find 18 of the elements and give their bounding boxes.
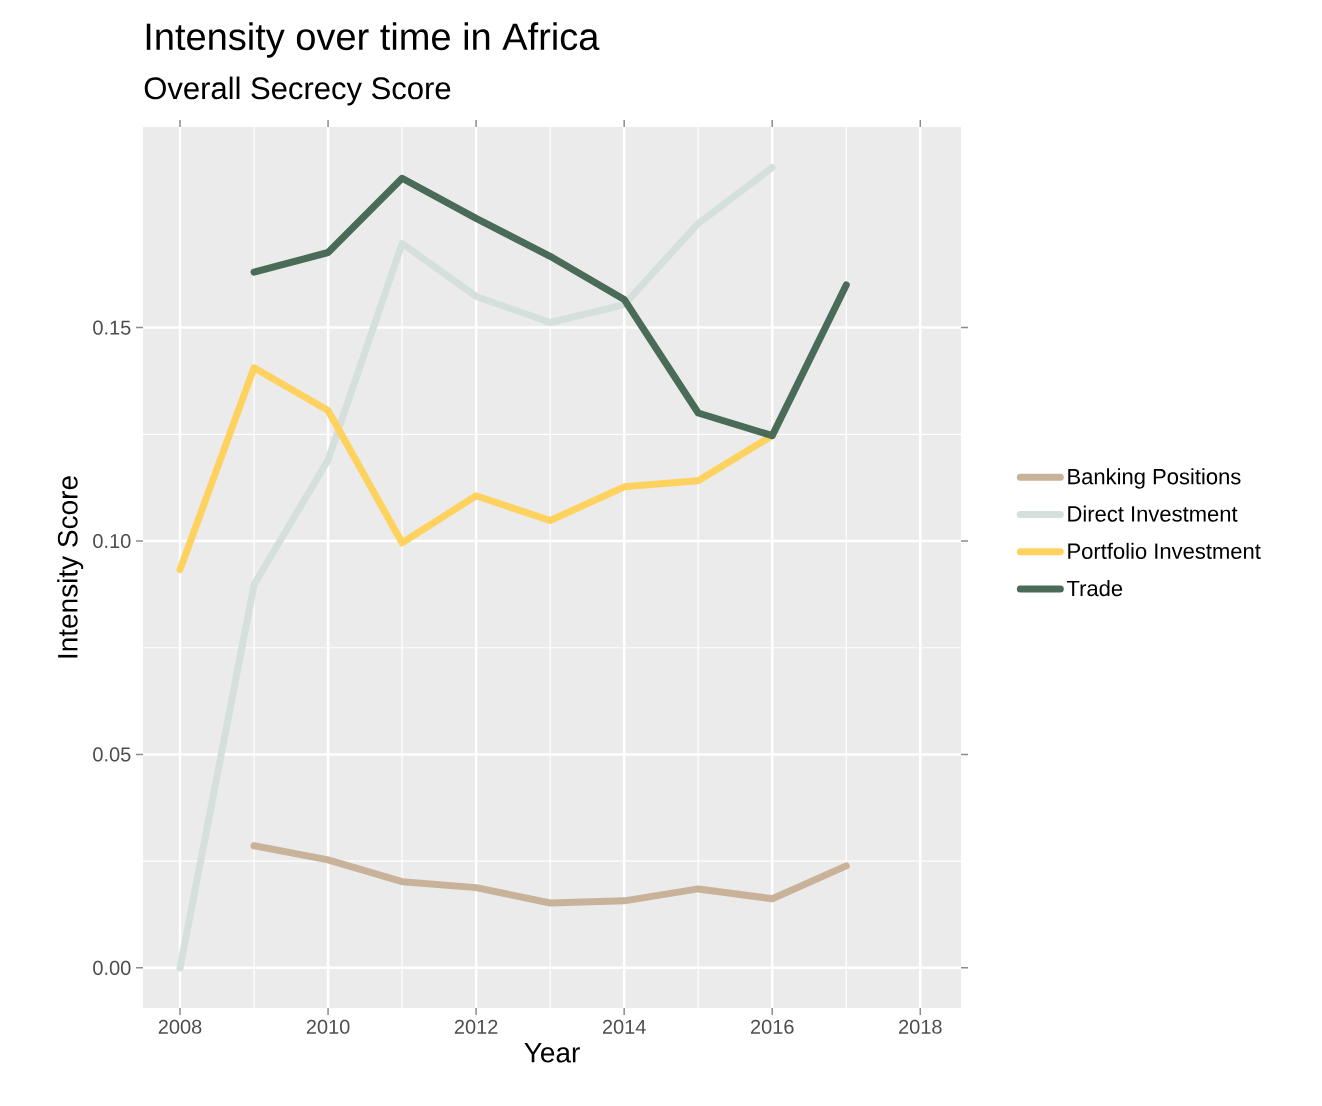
legend-label: Banking Positions [1068, 468, 1241, 489]
chart-title: Intensity over time in Africa [146, 22, 600, 58]
x-tick-label: 2014 [602, 1019, 646, 1034]
x-tick-label: 2016 [750, 1019, 794, 1034]
y-tick-label: 0.05 [93, 747, 131, 762]
legend-label: Trade [1066, 580, 1123, 597]
x-tick-label: 2018 [899, 1019, 942, 1034]
y-axis-title: Intensity Score [57, 476, 84, 658]
legend-label: Direct Investment [1068, 505, 1238, 522]
x-tick-label: 2010 [306, 1019, 350, 1034]
x-tick-label: 2008 [158, 1019, 202, 1034]
legend-label: Portfolio Investment [1068, 542, 1261, 559]
x-axis-title: Year [524, 1043, 580, 1063]
y-tick-label: 0.10 [93, 533, 131, 549]
chart-subtitle: Overall Secrecy Score [144, 76, 451, 106]
y-tick-label: 0.15 [93, 320, 131, 335]
y-tick-label: 0.00 [93, 960, 131, 975]
x-tick-label: 2012 [454, 1019, 498, 1034]
